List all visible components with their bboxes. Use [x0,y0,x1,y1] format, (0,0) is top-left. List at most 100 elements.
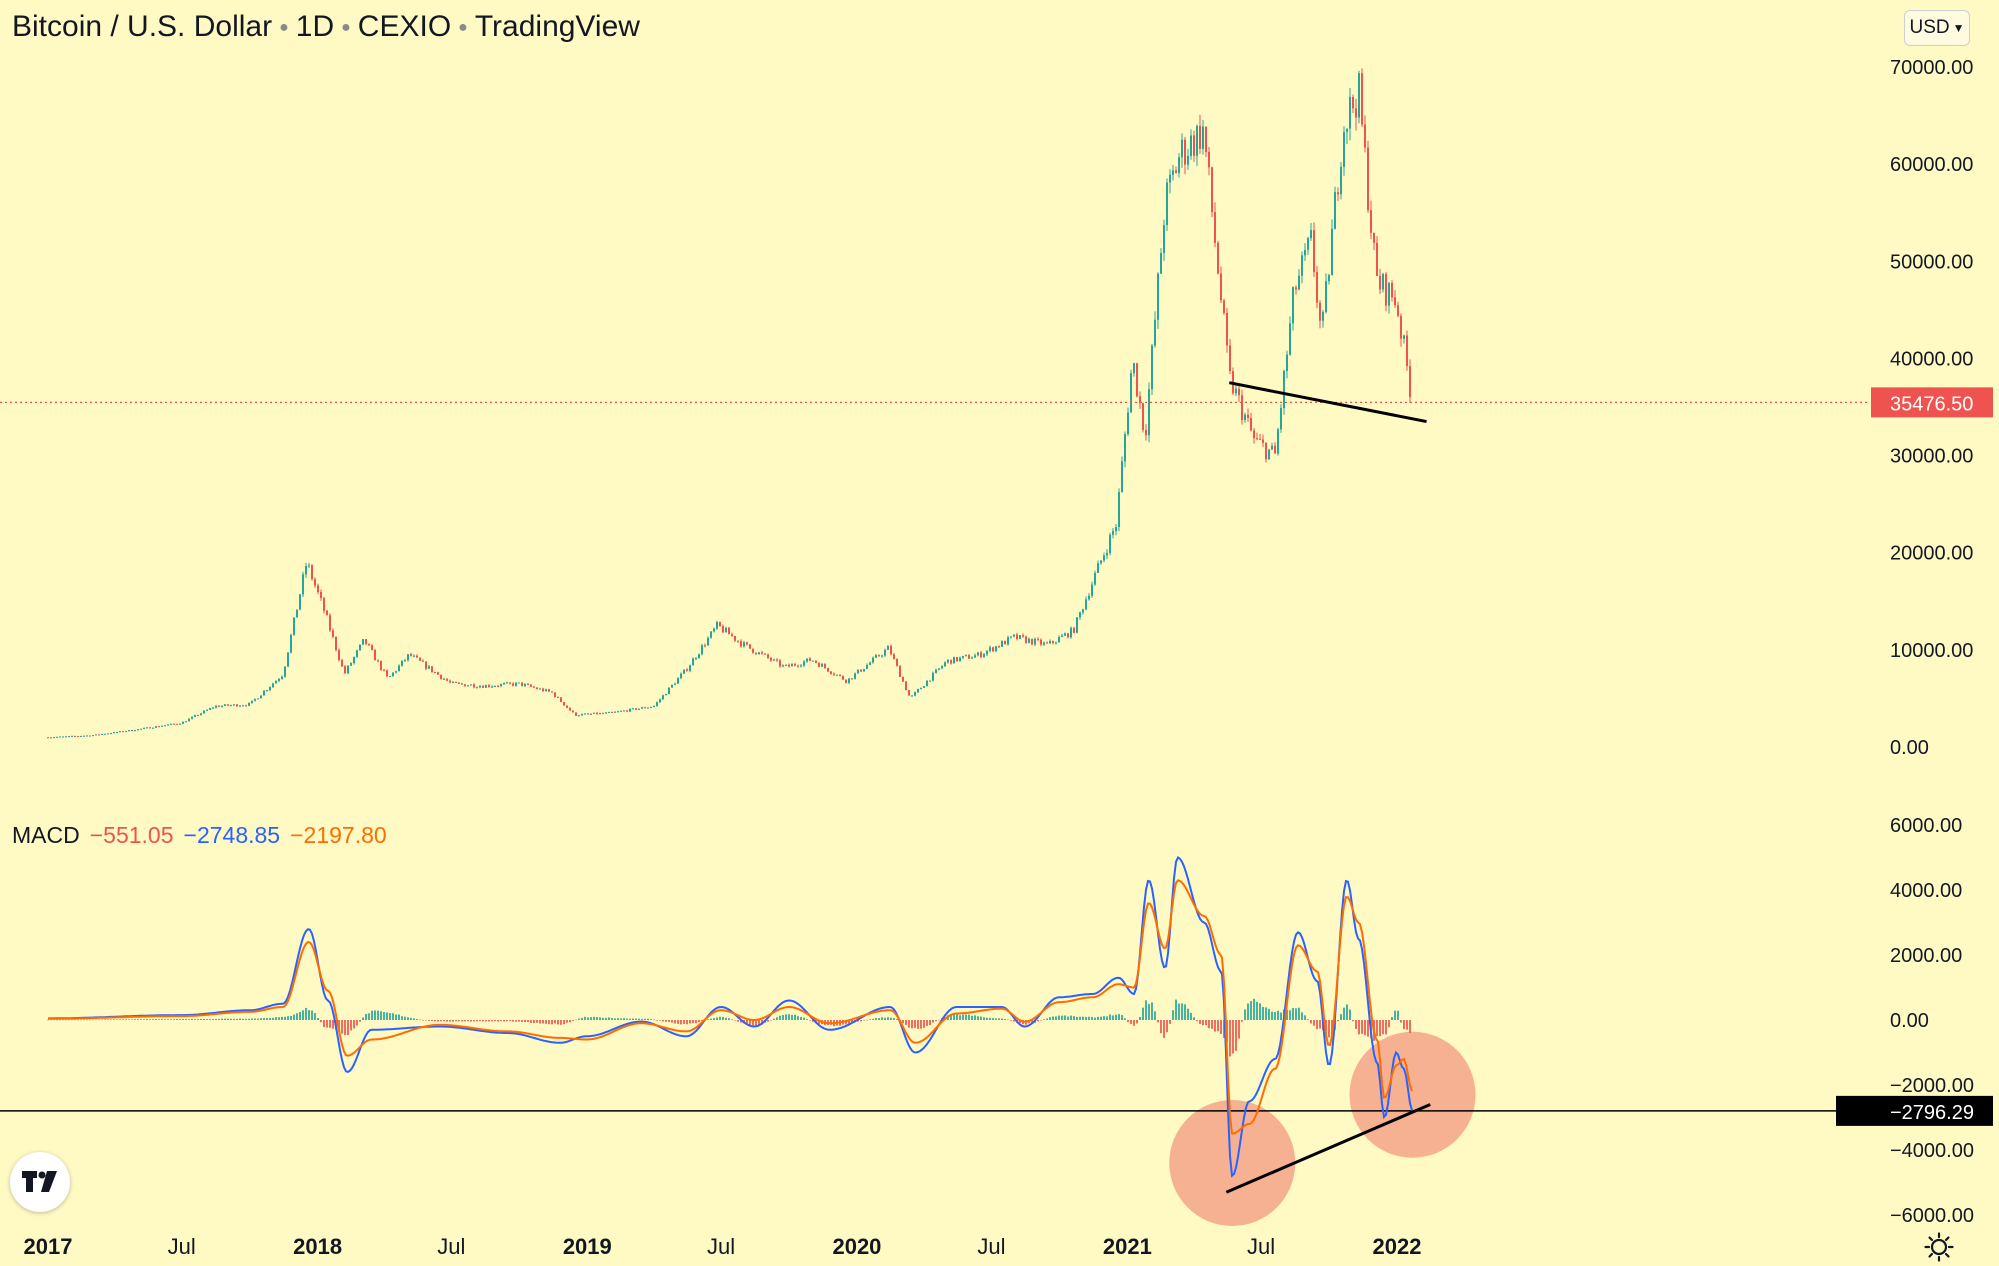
price-candle [1061,633,1063,638]
price-candle [983,652,985,658]
price-candle [110,732,112,735]
candle-body [329,615,331,631]
candle-body [635,708,637,710]
histogram-bar [731,1019,733,1020]
histogram-bar [86,1019,88,1021]
price-candle [905,680,907,691]
candle-body [302,574,304,595]
histogram-bar [818,1020,820,1025]
histogram-bar [218,1018,220,1020]
price-candle [314,577,316,588]
price-candle [686,667,688,672]
candle-body [683,669,685,674]
settings-sun-icon[interactable] [1922,1230,1956,1264]
histogram-bar [689,1020,691,1024]
histogram-bar [47,1019,49,1021]
interval-label[interactable]: 1D [295,10,335,43]
histogram-bar [1229,1020,1231,1057]
price-candle [659,698,661,704]
candle-body [1127,412,1129,435]
histogram-bar [563,1020,565,1025]
histogram-bar [1070,1015,1072,1020]
price-candle [644,706,646,709]
price-candle [728,626,730,635]
histogram-bar [182,1019,184,1020]
histogram-bar [131,1019,133,1020]
histogram-bar [1133,1020,1135,1026]
candle-body [953,657,955,664]
price-candle [890,644,892,656]
price-candle [815,660,817,664]
candle-body [50,737,52,739]
price-candle [1316,266,1318,309]
candle-body [569,707,571,711]
price-candle [1280,404,1282,433]
price-candle [797,664,799,668]
price-candle [251,700,253,704]
price-candle [1175,166,1177,174]
price-candle [1133,362,1135,377]
price-candle [845,679,847,684]
candle-body [1391,282,1393,298]
histogram-bar [494,1020,496,1022]
histogram-bar [716,1017,718,1020]
macd-axis-tick: −6000.00 [1890,1205,1974,1227]
candle-body [665,694,667,696]
histogram-bar [725,1017,727,1020]
macd-histogram-value: −551.05 [89,822,174,848]
price-candle [50,737,52,739]
price-candle [803,660,805,668]
currency-selector[interactable]: USD ▼ [1904,10,1970,46]
symbol-name[interactable]: Bitcoin / U.S. Dollar [12,10,273,43]
price-candle [851,678,853,680]
candle-body [1064,633,1066,636]
histogram-bar [281,1016,283,1020]
histogram-bar [680,1020,682,1025]
histogram-bar [1175,999,1177,1020]
price-candle [527,683,529,686]
candle-body [1073,627,1075,633]
histogram-bar [653,1019,655,1021]
candle-body [800,665,802,667]
tradingview-logo-icon[interactable] [10,1152,70,1212]
histogram-bar [200,1018,202,1020]
candle-body [356,650,358,657]
price-candle [89,735,91,737]
price-candle [278,677,280,683]
price-candle [953,656,955,664]
histogram-bar [1097,1016,1099,1020]
price-candle [1028,637,1030,644]
histogram-bar [1031,1020,1033,1023]
price-candle [149,727,151,729]
histogram-bar [719,1016,721,1020]
price-candle [53,736,55,739]
histogram-bar [1217,1020,1219,1032]
histogram-bar [1385,1020,1387,1035]
histogram-bar [746,1020,748,1025]
price-candle [1139,391,1141,409]
macd-legend[interactable]: MACD −551.05 −2748.85 −2197.80 [12,822,397,849]
price-candle [746,641,748,646]
histogram-bar [197,1019,199,1020]
histogram-bar [671,1020,673,1023]
candle-body [833,673,835,675]
candle-body [530,684,532,687]
price-candle [290,633,292,654]
price-candle [509,682,511,685]
price-candle [620,710,622,712]
candle-body [1277,429,1279,454]
candle-body [572,710,574,713]
histogram-bar [464,1020,466,1022]
price-candle [887,644,889,650]
histogram-bar [1055,1016,1057,1020]
candle-body [143,727,145,729]
price-candle [1295,285,1297,295]
candle-body [1109,534,1111,553]
histogram-bar [1049,1017,1051,1020]
histogram-bar [1118,1014,1120,1020]
price-candle [1196,124,1198,166]
macd-trendline [1225,1103,1431,1194]
price-candle [596,712,598,715]
histogram-bar [734,1020,736,1021]
